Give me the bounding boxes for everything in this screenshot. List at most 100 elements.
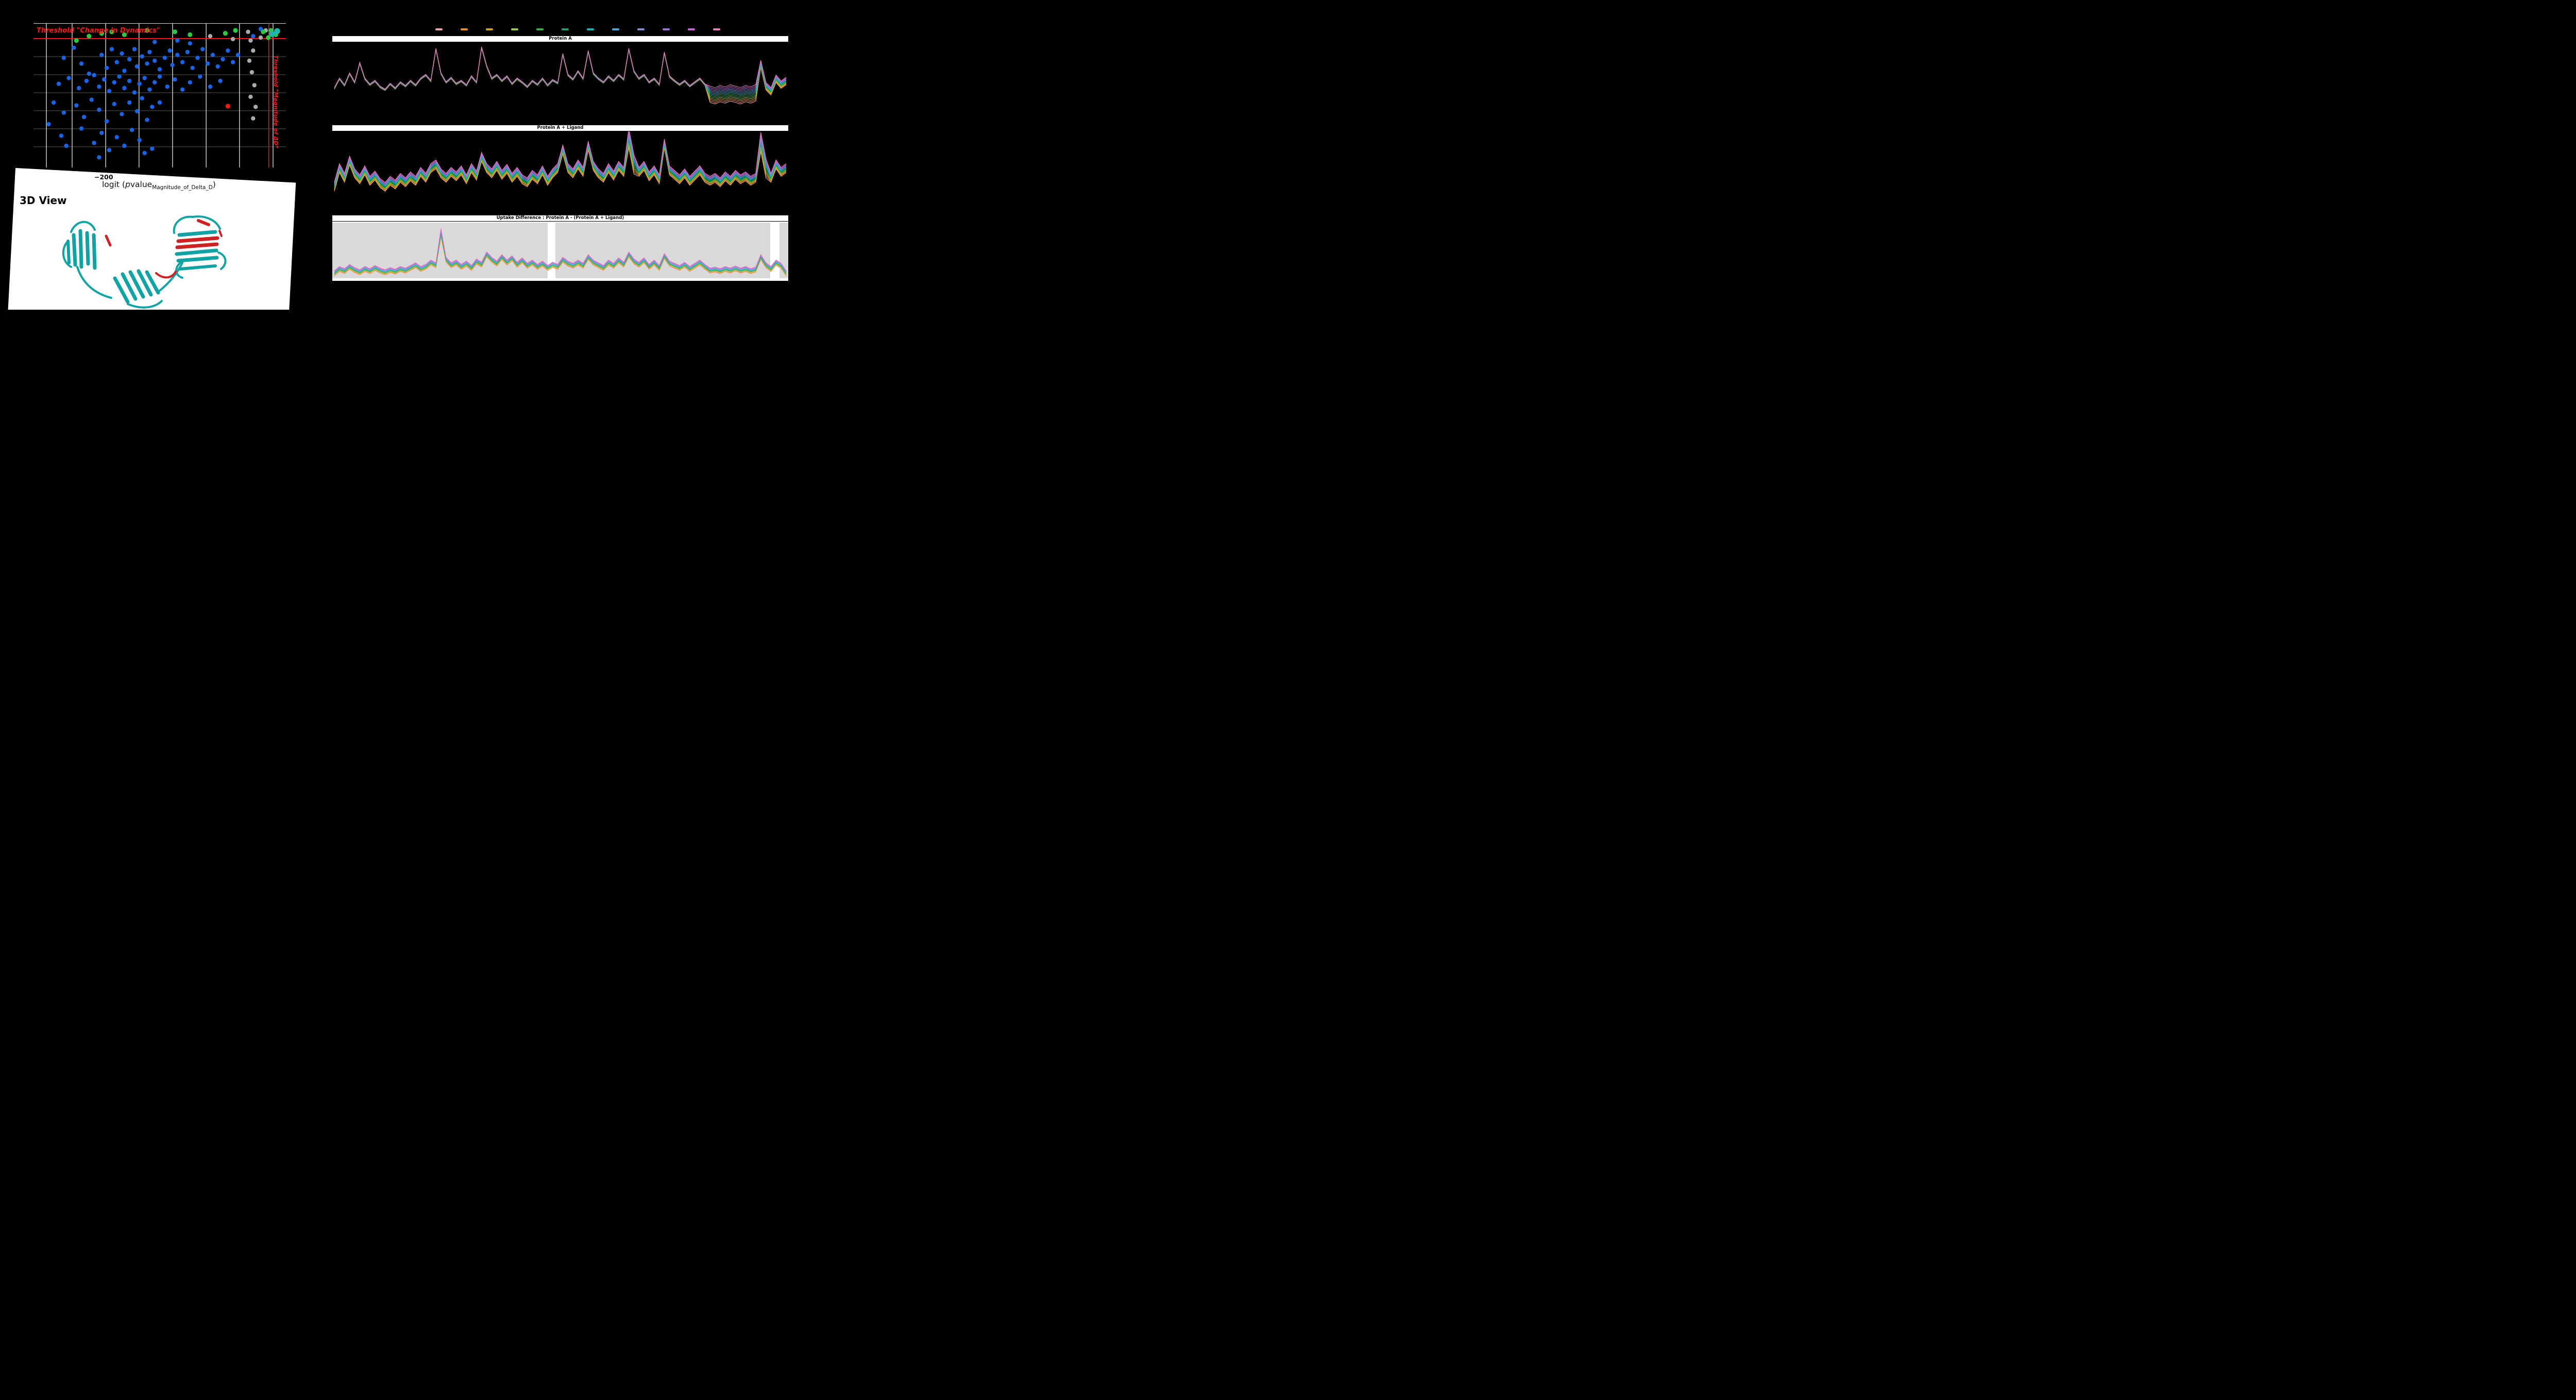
data-point-blue[interactable] <box>122 143 127 148</box>
data-point-blue[interactable] <box>150 105 155 109</box>
data-point-blue[interactable] <box>84 78 89 83</box>
timepoint-swatch[interactable] <box>486 28 493 30</box>
data-point-blue[interactable] <box>198 74 202 79</box>
data-point-blue[interactable] <box>200 47 205 52</box>
data-point-blue[interactable] <box>107 148 112 153</box>
data-point-teal[interactable] <box>274 28 280 35</box>
data-point-blue[interactable] <box>235 53 241 57</box>
data-point-gray[interactable] <box>251 48 256 53</box>
data-point-green[interactable] <box>74 38 79 43</box>
data-point-blue[interactable] <box>218 78 223 83</box>
data-point-blue[interactable] <box>132 90 137 95</box>
uptake-chart-protein-a[interactable] <box>332 42 788 122</box>
data-point-blue[interactable] <box>162 56 167 60</box>
data-point-blue[interactable] <box>102 77 107 82</box>
data-point-blue[interactable] <box>77 86 81 91</box>
data-point-blue[interactable] <box>157 74 162 79</box>
data-point-gray[interactable] <box>208 34 213 39</box>
data-point-blue[interactable] <box>190 65 195 70</box>
timepoint-swatch[interactable] <box>536 28 544 30</box>
data-point-blue[interactable] <box>66 76 71 80</box>
data-point-gray[interactable] <box>248 94 253 99</box>
data-point-blue[interactable] <box>185 49 190 55</box>
timepoint-swatch[interactable] <box>587 28 594 30</box>
data-point-gray[interactable] <box>258 35 263 40</box>
data-point-blue[interactable] <box>120 51 124 56</box>
data-point-blue[interactable] <box>109 47 114 52</box>
data-point-green[interactable] <box>261 29 266 35</box>
data-point-gray[interactable] <box>246 29 250 34</box>
data-point-gray[interactable] <box>248 38 253 43</box>
timepoint-swatch[interactable] <box>435 28 443 30</box>
data-point-blue[interactable] <box>180 87 185 92</box>
data-point-blue[interactable] <box>122 69 127 73</box>
data-point-teal[interactable] <box>269 31 275 37</box>
data-point-blue[interactable] <box>97 107 101 112</box>
data-point-blue[interactable] <box>61 110 66 115</box>
data-point-blue[interactable] <box>52 100 56 105</box>
data-point-blue[interactable] <box>188 41 192 46</box>
data-point-blue[interactable] <box>175 53 180 57</box>
data-point-blue[interactable] <box>92 73 96 77</box>
data-point-gray[interactable] <box>252 83 257 88</box>
data-point-blue[interactable] <box>132 47 137 52</box>
data-point-blue[interactable] <box>221 57 225 62</box>
data-point-blue[interactable] <box>89 97 94 102</box>
data-point-blue[interactable] <box>87 71 91 76</box>
data-point-blue[interactable] <box>127 57 132 62</box>
data-point-blue[interactable] <box>142 150 147 156</box>
protein-structure[interactable] <box>45 205 251 310</box>
data-point-gray[interactable] <box>247 58 252 63</box>
data-point-gray[interactable] <box>230 37 235 41</box>
data-point-blue[interactable] <box>114 135 119 140</box>
data-point-gray[interactable] <box>251 116 256 121</box>
data-point-blue[interactable] <box>157 100 162 105</box>
data-point-blue[interactable] <box>92 141 96 145</box>
data-point-green[interactable] <box>99 31 104 36</box>
volcano-canvas[interactable] <box>33 23 286 167</box>
volcano-plot[interactable]: Threshold "Change in Dynamics" Threshold… <box>33 23 286 167</box>
uptake-chart-protein-a-ligand[interactable] <box>332 131 788 211</box>
uptake-difference-chart[interactable] <box>332 222 788 281</box>
data-point-blue[interactable] <box>129 128 134 132</box>
data-point-blue[interactable] <box>117 74 122 79</box>
data-point-blue[interactable] <box>147 49 152 55</box>
data-point-blue[interactable] <box>175 38 180 43</box>
data-point-blue[interactable] <box>152 58 157 63</box>
timepoint-swatch[interactable] <box>612 28 619 30</box>
data-point-blue[interactable] <box>142 76 147 80</box>
data-point-blue[interactable] <box>188 80 192 85</box>
timepoint-swatch[interactable] <box>562 28 569 30</box>
data-point-green[interactable] <box>223 31 228 36</box>
data-point-blue[interactable] <box>104 65 109 70</box>
data-point-blue[interactable] <box>170 63 175 68</box>
data-point-blue[interactable] <box>64 143 69 148</box>
data-point-blue[interactable] <box>112 102 116 106</box>
data-point-green[interactable] <box>122 32 127 37</box>
data-point-blue[interactable] <box>114 60 119 64</box>
data-point-blue[interactable] <box>127 100 132 105</box>
data-point-blue[interactable] <box>167 48 172 53</box>
data-point-green[interactable] <box>87 33 92 39</box>
data-point-blue[interactable] <box>56 81 61 86</box>
data-point-blue[interactable] <box>79 61 84 66</box>
data-point-blue[interactable] <box>140 96 144 100</box>
data-point-blue[interactable] <box>208 85 213 89</box>
data-point-green[interactable] <box>172 29 177 35</box>
data-point-gray[interactable] <box>249 70 255 75</box>
data-point-blue[interactable] <box>112 80 116 85</box>
data-point-blue[interactable] <box>147 87 152 92</box>
timepoint-swatch[interactable] <box>637 28 645 30</box>
data-point-blue[interactable] <box>122 86 127 91</box>
data-point-blue[interactable] <box>97 155 101 160</box>
data-point-green[interactable] <box>144 28 150 33</box>
data-point-green[interactable] <box>109 29 114 35</box>
data-point-blue[interactable] <box>226 48 230 53</box>
data-point-blue[interactable] <box>230 60 235 64</box>
data-point-blue[interactable] <box>137 138 142 142</box>
data-point-blue[interactable] <box>157 67 162 72</box>
data-point-blue[interactable] <box>152 40 157 44</box>
data-point-blue[interactable] <box>59 133 64 138</box>
data-point-blue[interactable] <box>127 78 132 83</box>
data-point-blue[interactable] <box>137 81 142 86</box>
